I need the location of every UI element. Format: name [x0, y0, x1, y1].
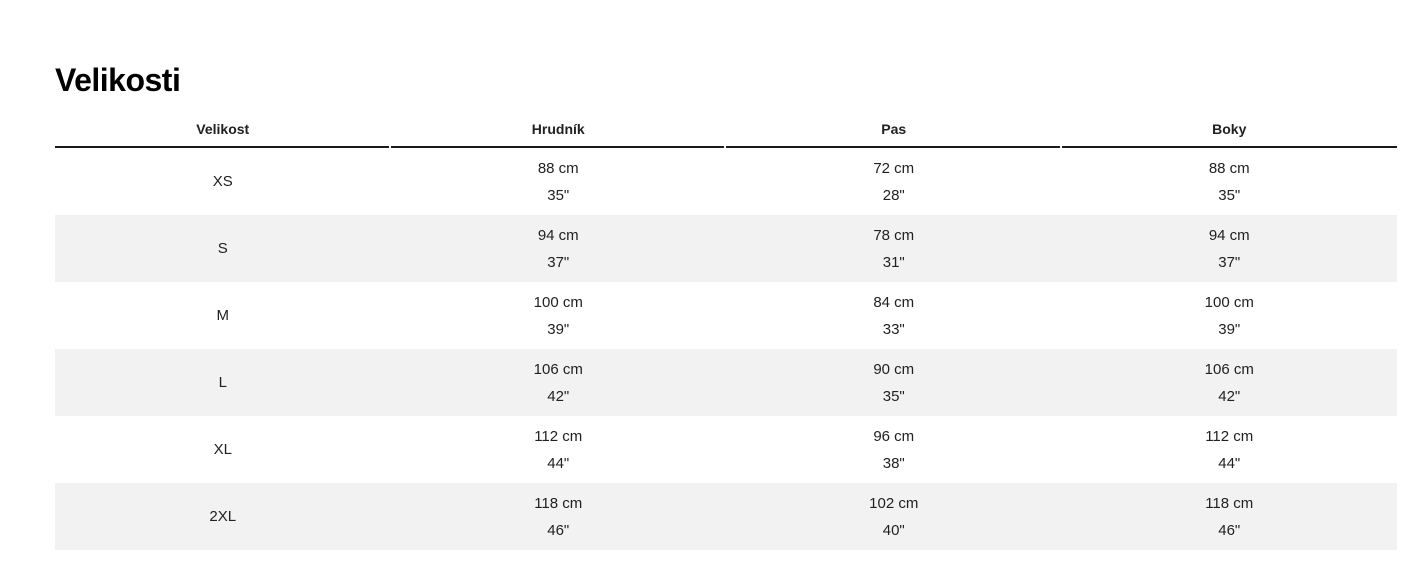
waist-cell: 90 cm 35": [726, 349, 1062, 416]
waist-inch-value: 33": [882, 320, 905, 338]
waist-cm-value: 102 cm: [869, 494, 919, 512]
hips-inch-value: 42": [1218, 387, 1241, 405]
chest-inch-value: 44": [547, 454, 570, 472]
chest-cm-value: 112 cm: [534, 427, 583, 445]
waist-cell: 96 cm 38": [726, 416, 1062, 483]
hips-cm-value: 106 cm: [1204, 360, 1254, 378]
hips-inch-value: 37": [1218, 253, 1241, 271]
size-label: 2XL: [55, 483, 391, 550]
size-label: L: [55, 349, 391, 416]
table-body: XS 88 cm 35" 72 cm 28" 88 cm 35" S 94 cm 37" 78 cm…: [55, 148, 1397, 550]
hips-inch-value: 44": [1218, 454, 1241, 472]
table-row: 2XL 118 cm 46" 102 cm 40" 118 cm 46": [55, 483, 1397, 550]
chest-cm-value: 100 cm: [533, 293, 583, 311]
waist-cell: 72 cm 28": [726, 148, 1062, 215]
chest-cell: 106 cm 42": [390, 349, 726, 416]
hips-cell: 100 cm 39": [1062, 282, 1398, 349]
hips-cell: 118 cm 46": [1061, 483, 1397, 550]
hips-cell: 106 cm 42": [1061, 349, 1397, 416]
page-title: Velikosti: [55, 62, 181, 98]
hips-cm-value: 94 cm: [1208, 226, 1250, 244]
waist-inch-value: 35": [882, 387, 905, 405]
waist-inch-value: 40": [882, 521, 905, 539]
hips-cell: 94 cm 37": [1061, 215, 1397, 282]
size-label: XS: [212, 173, 233, 190]
column-header: Pas: [726, 114, 1062, 148]
waist-inch-value: 38": [882, 454, 905, 472]
table-row: S 94 cm 37" 78 cm 31" 94 cm 37": [55, 215, 1397, 282]
chest-cm-value: 94 cm: [537, 226, 579, 244]
waist-inch-value: 31": [882, 253, 905, 271]
size-label: M: [216, 307, 230, 324]
hips-inch-value: 35": [1218, 186, 1241, 204]
size-label: XL: [213, 441, 232, 458]
chest-cm-value: 118 cm: [534, 494, 583, 512]
size-chart-table: Velikost Hrudník Pas Boky XS 88 cm 35" 72 cm 28…: [55, 114, 1397, 550]
chest-inch-value: 42": [547, 387, 570, 405]
chest-cm-value: 88 cm: [537, 159, 579, 177]
table-row: L 106 cm 42" 90 cm 35" 106 cm 42": [55, 349, 1397, 416]
column-header: Hrudník: [390, 114, 726, 148]
table-row: XS 88 cm 35" 72 cm 28" 88 cm 35": [55, 148, 1397, 215]
waist-cell: 78 cm 31": [726, 215, 1062, 282]
waist-inch-value: 28": [882, 186, 905, 204]
chest-cell: 112 cm 44": [391, 416, 727, 483]
chest-cell: 100 cm 39": [391, 282, 727, 349]
header-row: Velikost Hrudník Pas Boky: [55, 114, 1397, 148]
size-chart-section: Velikosti Velikost Hrudník Pas Boky XS 88 cm…: [55, 62, 1397, 550]
column-header: Velikost: [55, 114, 391, 148]
waist-cm-value: 84 cm: [873, 293, 915, 311]
waist-cm-value: 90 cm: [873, 360, 915, 378]
hips-inch-value: 39": [1218, 320, 1241, 338]
size-label: S: [55, 215, 391, 282]
chest-inch-value: 39": [547, 320, 570, 338]
waist-cm-value: 72 cm: [873, 159, 915, 177]
table-row: M 100 cm 39" 84 cm 33" 100 cm 39": [55, 282, 1397, 349]
chest-cell: 118 cm 46": [390, 483, 726, 550]
waist-cm-value: 78 cm: [873, 226, 915, 244]
hips-cm-value: 100 cm: [1204, 293, 1254, 311]
chest-inch-value: 37": [547, 253, 570, 271]
hips-inch-value: 46": [1218, 521, 1241, 539]
table-row: XL 112 cm 44" 96 cm 38" 112 cm 44": [55, 416, 1397, 483]
waist-cm-value: 96 cm: [873, 427, 915, 445]
hips-cell: 112 cm 44": [1062, 416, 1398, 483]
chest-inch-value: 46": [547, 521, 570, 539]
chest-cell: 88 cm 35": [391, 148, 727, 215]
hips-cm-value: 118 cm: [1205, 494, 1254, 512]
chest-inch-value: 35": [547, 186, 570, 204]
hips-cm-value: 112 cm: [1205, 427, 1254, 445]
chest-cell: 94 cm 37": [390, 215, 726, 282]
table-header: Velikost Hrudník Pas Boky: [55, 114, 1397, 148]
waist-cell: 102 cm 40": [726, 483, 1062, 550]
hips-cell: 88 cm 35": [1062, 148, 1398, 215]
hips-cm-value: 88 cm: [1208, 159, 1250, 177]
waist-cell: 84 cm 33": [726, 282, 1062, 349]
chest-cm-value: 106 cm: [533, 360, 583, 378]
column-header: Boky: [1061, 114, 1397, 148]
